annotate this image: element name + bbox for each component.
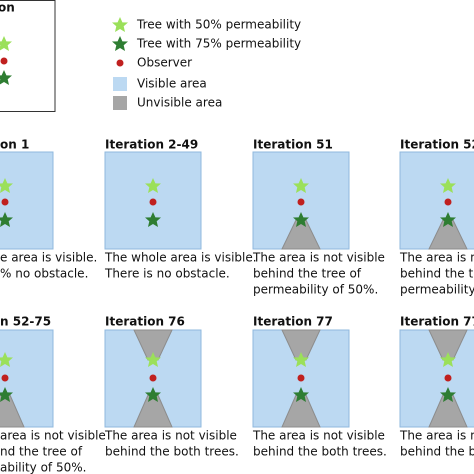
- panel-title: Iteration 2-49: [105, 138, 198, 152]
- panel-title: Iteration 51: [253, 138, 333, 152]
- panel-caption: behind the both trees.: [253, 445, 387, 459]
- panel-caption: The area is not visible: [252, 429, 385, 443]
- observer: [1, 198, 9, 206]
- panel-caption: e area is visible.: [0, 251, 97, 265]
- panel: [0, 151, 54, 250]
- legend-label: Tree with 50% permeability: [136, 18, 301, 32]
- panel-caption: behind the tree of: [253, 267, 362, 281]
- legend-unvisible: [113, 96, 127, 110]
- legend-label: Observer: [137, 56, 192, 70]
- legend-label: Unvisible area: [137, 96, 222, 110]
- observer: [149, 198, 157, 206]
- legend-visible: [113, 77, 127, 91]
- panel-caption: permeability: [400, 283, 474, 297]
- panel-title: Iteration 76: [105, 315, 185, 329]
- legend-observer: [116, 59, 124, 67]
- panel-caption: nd the tree of: [0, 445, 83, 459]
- observer: [0, 57, 8, 65]
- observer: [444, 198, 452, 206]
- legend-star-75: [112, 36, 128, 51]
- panel-caption: behind the bo: [400, 445, 474, 459]
- panel-title: n 52-75: [0, 315, 51, 329]
- panel-caption: The area is not visible: [252, 251, 385, 265]
- panel-title: Iteration 77-1: [400, 315, 474, 329]
- panel-title: on 1: [0, 138, 29, 152]
- legend-box: [0, 0, 56, 112]
- panel-caption: The area is not: [399, 251, 474, 265]
- legend-star-50: [112, 17, 128, 32]
- legend-label: Tree with 75% permeability: [136, 37, 301, 51]
- observer: [297, 198, 305, 206]
- panels: on 1 e area is visible. % no obstacle. Iter…: [0, 138, 474, 474]
- panel-caption: The area is not: [399, 429, 474, 443]
- panel-caption: The whole area is visible.: [104, 251, 257, 265]
- panel-caption: % no obstacle.: [0, 267, 88, 281]
- panel-caption: There is no obstacle.: [104, 267, 230, 281]
- legend-label: Visible area: [137, 77, 207, 91]
- panel-caption: area is not visible: [0, 429, 106, 443]
- observer: [149, 374, 157, 382]
- panel-title: Iteration 77: [253, 315, 333, 329]
- panel-caption: ability of 50%.: [0, 461, 86, 474]
- panel-caption: behind the tre: [400, 267, 474, 281]
- panel-caption: permeability of 50%.: [253, 283, 378, 297]
- observer: [444, 374, 452, 382]
- legend-title: on: [0, 1, 15, 15]
- panel-caption: The area is not visible: [104, 429, 237, 443]
- observer: [297, 374, 305, 382]
- panel-caption: behind the both trees.: [105, 445, 239, 459]
- observer: [1, 374, 9, 382]
- panel-title: Iteration 52: [400, 138, 474, 152]
